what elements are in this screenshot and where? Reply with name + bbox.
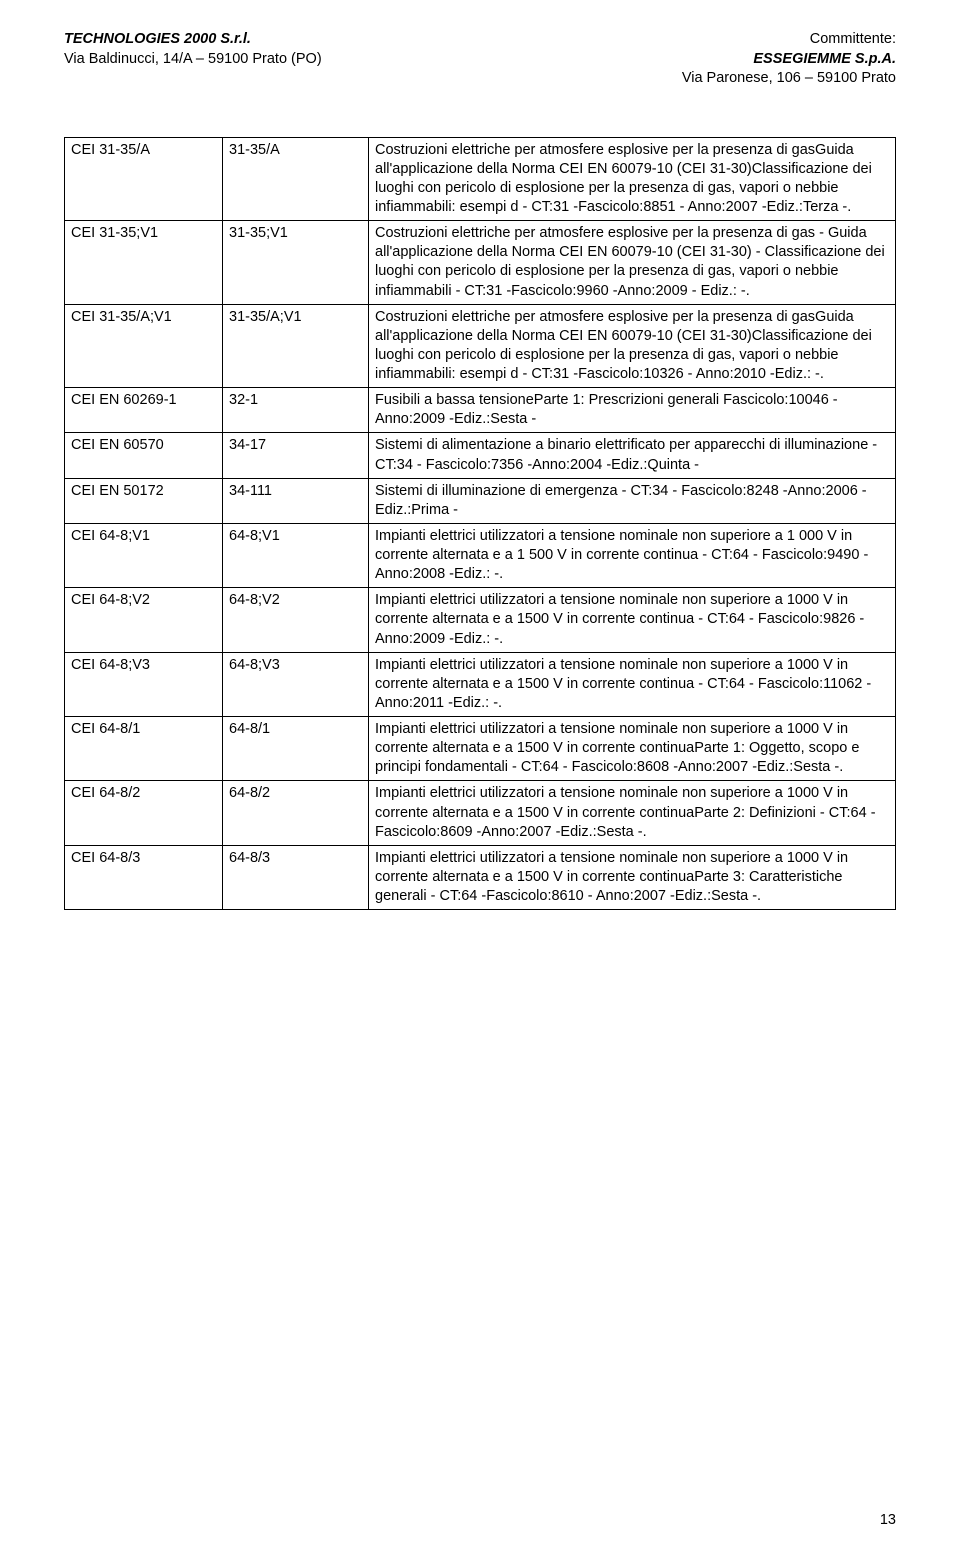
table-row: CEI 64-8/1 64-8/1 Impianti elettrici uti… [65, 717, 896, 781]
table-row: CEI EN 50172 34-111 Sistemi di illuminaz… [65, 478, 896, 523]
norm-desc: Costruzioni elettriche per atmosfere esp… [369, 137, 896, 221]
page-number: 13 [880, 1512, 896, 1528]
table-row: CEI 31-35/A;V1 31-35/A;V1 Costruzioni el… [65, 304, 896, 388]
norm-ref: 64-8/2 [223, 781, 369, 845]
norm-code: CEI 64-8;V3 [65, 652, 223, 716]
client-address: Via Paronese, 106 – 59100 Prato [682, 69, 896, 89]
norm-code: CEI 31-35/A [65, 137, 223, 221]
norm-ref: 34-17 [223, 433, 369, 478]
company-address: Via Baldinucci, 14/A – 59100 Prato (PO) [64, 50, 322, 70]
client-name: ESSEGIEMME S.p.A. [682, 50, 896, 70]
norm-desc: Fusibili a bassa tensioneParte 1: Prescr… [369, 388, 896, 433]
table-row: CEI 64-8/2 64-8/2 Impianti elettrici uti… [65, 781, 896, 845]
norm-code: CEI 64-8/3 [65, 845, 223, 909]
norm-desc: Impianti elettrici utilizzatori a tensio… [369, 588, 896, 652]
norm-desc: Impianti elettrici utilizzatori a tensio… [369, 652, 896, 716]
norm-code: CEI 64-8;V2 [65, 588, 223, 652]
norm-desc: Impianti elettrici utilizzatori a tensio… [369, 845, 896, 909]
table-row: CEI EN 60269-1 32-1 Fusibili a bassa ten… [65, 388, 896, 433]
norm-desc: Costruzioni elettriche per atmosfere esp… [369, 304, 896, 388]
norms-table: CEI 31-35/A 31-35/A Costruzioni elettric… [64, 137, 896, 911]
table-row: CEI 31-35;V1 31-35;V1 Costruzioni elettr… [65, 221, 896, 305]
norm-desc: Sistemi di illuminazione di emergenza - … [369, 478, 896, 523]
table-row: CEI 31-35/A 31-35/A Costruzioni elettric… [65, 137, 896, 221]
norm-code: CEI 64-8/1 [65, 717, 223, 781]
table-row: CEI 64-8/3 64-8/3 Impianti elettrici uti… [65, 845, 896, 909]
norm-desc: Impianti elettrici utilizzatori a tensio… [369, 523, 896, 587]
norm-code: CEI 64-8;V1 [65, 523, 223, 587]
norm-ref: 64-8;V3 [223, 652, 369, 716]
header-right: Committente: ESSEGIEMME S.p.A. Via Paron… [682, 30, 896, 89]
norm-code: CEI 64-8/2 [65, 781, 223, 845]
norm-ref: 31-35/A;V1 [223, 304, 369, 388]
norm-code: CEI 31-35/A;V1 [65, 304, 223, 388]
header-left: TECHNOLOGIES 2000 S.r.l. Via Baldinucci,… [64, 30, 322, 89]
norm-code: CEI EN 50172 [65, 478, 223, 523]
table-row: CEI 64-8;V1 64-8;V1 Impianti elettrici u… [65, 523, 896, 587]
norm-code: CEI EN 60570 [65, 433, 223, 478]
norm-ref: 64-8/1 [223, 717, 369, 781]
norm-ref: 64-8;V1 [223, 523, 369, 587]
norm-ref: 64-8;V2 [223, 588, 369, 652]
table-row: CEI 64-8;V2 64-8;V2 Impianti elettrici u… [65, 588, 896, 652]
client-label: Committente: [682, 30, 896, 50]
document-page: TECHNOLOGIES 2000 S.r.l. Via Baldinucci,… [0, 0, 960, 1548]
company-name: TECHNOLOGIES 2000 S.r.l. [64, 30, 322, 50]
norm-code: CEI EN 60269-1 [65, 388, 223, 433]
page-header: TECHNOLOGIES 2000 S.r.l. Via Baldinucci,… [64, 30, 896, 89]
norms-tbody: CEI 31-35/A 31-35/A Costruzioni elettric… [65, 137, 896, 910]
norm-desc: Impianti elettrici utilizzatori a tensio… [369, 717, 896, 781]
norm-ref: 64-8/3 [223, 845, 369, 909]
norm-ref: 31-35/A [223, 137, 369, 221]
norm-desc: Costruzioni elettriche per atmosfere esp… [369, 221, 896, 305]
norm-ref: 34-111 [223, 478, 369, 523]
table-row: CEI 64-8;V3 64-8;V3 Impianti elettrici u… [65, 652, 896, 716]
norm-ref: 31-35;V1 [223, 221, 369, 305]
norm-desc: Sistemi di alimentazione a binario elett… [369, 433, 896, 478]
norm-desc: Impianti elettrici utilizzatori a tensio… [369, 781, 896, 845]
norm-code: CEI 31-35;V1 [65, 221, 223, 305]
table-row: CEI EN 60570 34-17 Sistemi di alimentazi… [65, 433, 896, 478]
norm-ref: 32-1 [223, 388, 369, 433]
